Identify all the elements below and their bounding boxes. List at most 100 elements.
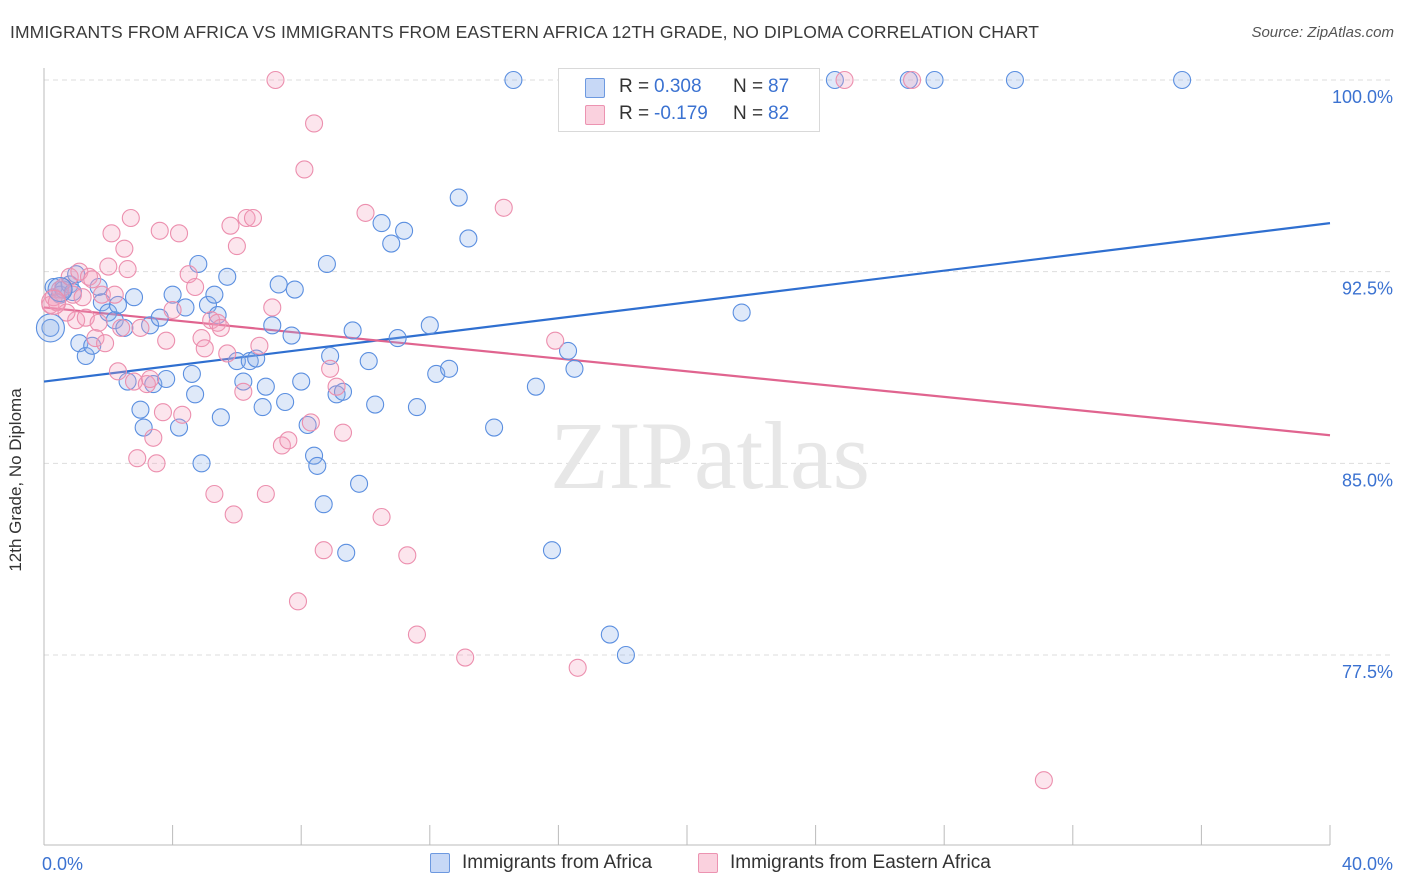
pink-point <box>121 208 140 228</box>
pink-point <box>211 318 230 337</box>
blue-point <box>131 400 150 419</box>
blue-point <box>314 495 333 514</box>
source-label: Source: ZipAtlas.com <box>1251 24 1394 41</box>
stats-legend: R = 0.308 N = 87 R = -0.179 N = 82 <box>558 68 820 132</box>
y-tick-label: 85.0% <box>1342 470 1393 490</box>
pink-point <box>288 592 308 611</box>
blue-point <box>732 303 751 322</box>
blue-point <box>282 326 301 345</box>
pink-point <box>327 377 346 396</box>
pink-point <box>147 454 166 473</box>
legend-r-value: -0.179 <box>654 103 708 124</box>
blue-point <box>124 288 144 307</box>
pink-point <box>57 303 76 322</box>
pink-point <box>118 260 137 279</box>
blue-point <box>350 474 369 493</box>
bottom-legend-label: Immigrants from Africa <box>462 852 653 873</box>
pink-point <box>333 423 353 442</box>
blue-point <box>276 392 295 412</box>
y-tick-label: 92.5% <box>1342 279 1393 299</box>
legend-n-value: 82 <box>768 103 790 124</box>
pink-point <box>263 298 282 317</box>
blue-point <box>542 541 562 560</box>
pink-point <box>1034 771 1053 790</box>
pink-point <box>494 198 513 217</box>
blue-point <box>388 329 407 348</box>
blue-point <box>227 352 246 371</box>
pink-point <box>218 344 237 363</box>
pink-point <box>41 289 67 315</box>
pink-point <box>173 405 192 424</box>
legend-r-value: 0.308 <box>654 76 702 97</box>
pink-point <box>105 285 124 304</box>
blue-point <box>321 346 340 366</box>
blue-point <box>366 395 385 414</box>
blue-point <box>182 364 201 383</box>
pink-point <box>131 318 150 337</box>
blue-point <box>211 408 230 427</box>
legend-r-label: R = <box>619 103 650 124</box>
blue-point <box>420 316 439 335</box>
pink-point <box>407 625 426 644</box>
y-axis-label: 12th Grade, No Diploma <box>6 388 25 572</box>
pink-point <box>102 224 121 243</box>
blue-point <box>292 372 311 391</box>
pink-point <box>92 285 111 304</box>
pink-point <box>224 505 243 524</box>
blue-point <box>616 645 635 665</box>
legend-n-label: N = <box>733 76 764 97</box>
pink-point <box>208 313 227 332</box>
blue-point <box>1005 70 1024 90</box>
pink-point <box>835 70 854 90</box>
blue-point <box>317 254 336 274</box>
blue-point <box>253 398 272 417</box>
tick-label-layer: 77.5% 85.0% 92.5% 100.0% 0.0% 40.0% <box>42 87 1393 874</box>
chart-title: IMMIGRANTS FROM AFRICA VS IMMIGRANTS FRO… <box>10 22 1040 42</box>
pink-point <box>227 237 246 256</box>
trend-layer <box>43 222 1331 437</box>
pink-point <box>902 70 922 90</box>
blue-point <box>558 341 578 360</box>
pink-point <box>295 160 314 179</box>
x-tick-label: 40.0% <box>1342 854 1393 874</box>
blue-point <box>382 234 401 253</box>
pink-point <box>186 277 205 297</box>
blue-point <box>1173 70 1192 90</box>
pink-point <box>221 216 240 235</box>
pink-point <box>456 648 475 667</box>
pink-point <box>266 70 285 90</box>
pink-point <box>546 331 565 350</box>
blue-point <box>47 277 73 303</box>
blue-point <box>825 70 844 90</box>
pink-point <box>112 318 131 337</box>
pink-point <box>83 270 102 289</box>
x-tick-label: 0.0% <box>42 854 83 874</box>
pink-point <box>108 362 127 381</box>
pink-point <box>79 267 99 286</box>
pink-point <box>279 431 298 450</box>
pink-point <box>356 203 375 222</box>
blue-point <box>298 415 317 435</box>
pink-point <box>144 428 163 447</box>
pink-point <box>256 484 275 504</box>
pink-point <box>237 208 256 228</box>
legend-r-label: R = <box>619 76 650 97</box>
pink-point <box>250 336 269 355</box>
bottom-legend-swatch-pink <box>698 853 718 873</box>
pink-point <box>96 334 115 353</box>
blue-point <box>41 318 60 337</box>
blue-point <box>359 352 378 371</box>
legend-swatch-blue <box>585 78 605 98</box>
pink-point <box>398 546 417 565</box>
legend-row-africa: R = 0.308 N = 87 <box>559 75 819 99</box>
pink-point <box>150 221 169 240</box>
blue-point <box>504 70 523 90</box>
legend-n-value: 87 <box>768 76 790 97</box>
blue-point <box>526 377 545 396</box>
blue-point <box>305 446 324 465</box>
blue-point <box>157 369 176 389</box>
bottom-legend-swatch-blue <box>430 853 450 873</box>
blue-point <box>565 359 584 378</box>
pink-point <box>73 288 92 307</box>
blue-point <box>263 316 282 335</box>
